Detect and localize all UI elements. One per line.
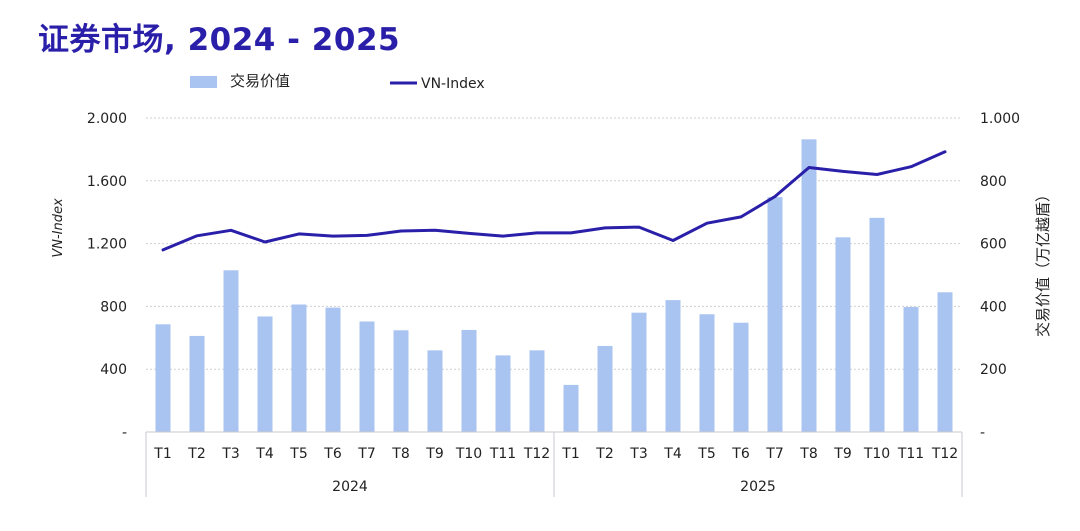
- bar-trading-value: [495, 355, 511, 432]
- right-axis-tick: 600: [980, 237, 1007, 253]
- x-tick-label: T8: [799, 446, 817, 462]
- bar-trading-value: [563, 384, 579, 432]
- x-tick-label: T6: [731, 446, 750, 462]
- left-axis-tick: 2.000: [87, 111, 127, 127]
- bar-trading-value: [903, 307, 919, 432]
- bar-trading-value: [189, 335, 205, 432]
- chart-title: 证券市场, 2024 - 2025: [38, 22, 401, 58]
- bar-trading-value: [597, 345, 613, 432]
- x-tick-label: T4: [663, 446, 682, 462]
- bar-trading-value: [801, 139, 817, 433]
- x-tick-label: T2: [595, 446, 613, 462]
- x-tick-label: T8: [391, 446, 409, 462]
- x-tick-label: T2: [187, 446, 205, 462]
- bar-trading-value: [427, 350, 443, 432]
- bar-trading-value: [869, 217, 885, 432]
- right-axis-tick: 1.000: [980, 111, 1020, 127]
- x-tick-label: T1: [561, 446, 579, 462]
- bar-trading-value: [291, 304, 307, 432]
- bar-trading-value: [359, 321, 375, 432]
- right-axis-tick: 800: [980, 174, 1007, 190]
- x-tick-label: T7: [357, 446, 375, 462]
- x-tick-label: T11: [897, 446, 924, 462]
- right-axis-tick: 200: [980, 362, 1007, 378]
- bar-trading-value: [223, 270, 239, 432]
- left-axis-title: VN-Index: [51, 198, 66, 258]
- bar-trading-value: [529, 350, 545, 432]
- x-tick-label: T9: [833, 446, 851, 462]
- line-vn-index: [161, 150, 947, 252]
- left-axis-tick: 400: [100, 362, 127, 378]
- bar-trading-value: [393, 330, 409, 432]
- bar-trading-value: [699, 314, 715, 432]
- right-axis-title: 交易价值（万亿越盾）: [1034, 187, 1052, 337]
- right-axis-tick: 400: [980, 299, 1007, 315]
- left-axis-tick: 800: [100, 299, 127, 315]
- legend-line-label: VN-Index: [421, 76, 485, 92]
- x-tick-label: T10: [863, 446, 890, 462]
- bar-trading-value: [631, 312, 647, 432]
- x-tick-label: T11: [489, 446, 516, 462]
- x-tick-label: T10: [455, 446, 482, 462]
- bar-trading-value: [461, 329, 477, 432]
- x-tick-label: T9: [425, 446, 443, 462]
- left-axis-tick: 1.200: [87, 237, 127, 253]
- x-tick-label: T12: [523, 446, 550, 462]
- legend-bar-swatch: [190, 76, 217, 88]
- year-group-label: 2025: [740, 479, 776, 495]
- x-tick-label: T7: [765, 446, 783, 462]
- bar-trading-value: [835, 237, 851, 432]
- bar-trading-value: [665, 300, 681, 432]
- bar-trading-value: [937, 292, 953, 432]
- bar-trading-value: [733, 322, 749, 432]
- right-axis-tick: -: [980, 425, 985, 441]
- x-tick-label: T5: [697, 446, 715, 462]
- bar-trading-value: [257, 316, 273, 432]
- bar-trading-value: [325, 307, 341, 432]
- x-tick-label: T3: [221, 446, 239, 462]
- left-axis-tick: 1.600: [87, 174, 127, 190]
- x-tick-label: T4: [255, 446, 274, 462]
- x-tick-label: T6: [323, 446, 342, 462]
- year-group-label: 2024: [332, 479, 368, 495]
- legend-bar-label: 交易价值: [230, 72, 290, 90]
- x-tick-label: T5: [289, 446, 307, 462]
- x-tick-label: T1: [153, 446, 171, 462]
- bar-trading-value: [767, 197, 783, 432]
- x-tick-label: T12: [931, 446, 958, 462]
- left-axis-tick: -: [122, 425, 127, 441]
- bar-trading-value: [155, 324, 171, 432]
- x-tick-label: T3: [629, 446, 647, 462]
